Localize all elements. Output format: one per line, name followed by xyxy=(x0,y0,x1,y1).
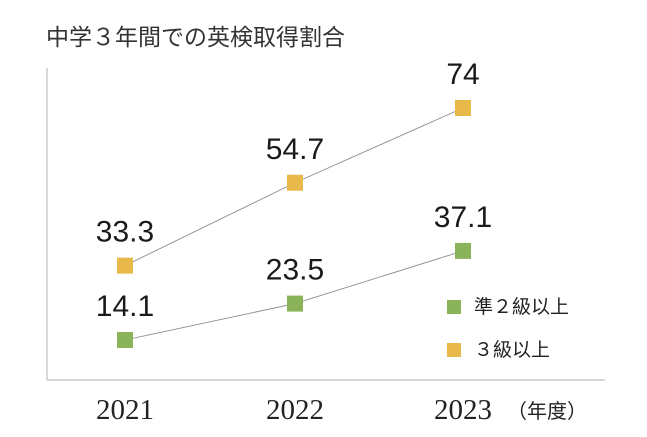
data-point-pre2-2022 xyxy=(287,295,303,312)
series-layer xyxy=(117,100,471,348)
legend: 準２級以上 ３級以上 xyxy=(447,296,569,361)
data-point-pre2-2021 xyxy=(117,332,133,348)
legend-label-grade3: ３級以上 xyxy=(474,339,550,361)
x-axis-unit: （年度） xyxy=(507,399,587,423)
data-point-grade3-2022 xyxy=(287,174,303,191)
legend-swatch-pre2 xyxy=(447,300,461,314)
data-label-grade3-2023: 74 xyxy=(446,58,479,91)
chart-title: 中学３年間での英検取得割合 xyxy=(46,25,345,51)
x-tick-layer: 2021 2022 2023 xyxy=(96,394,492,426)
data-point-grade3-2021 xyxy=(117,257,133,274)
legend-swatch-grade3 xyxy=(447,343,461,357)
data-label-pre2-2022: 23.5 xyxy=(266,254,324,287)
x-tick-label-2023: 2023 xyxy=(434,394,492,426)
data-label-grade3-2021: 33.3 xyxy=(96,216,154,249)
data-label-grade3-2022: 54.7 xyxy=(266,133,324,166)
x-tick-label-2022: 2022 xyxy=(266,394,324,426)
legend-label-pre2: 準２級以上 xyxy=(474,296,569,318)
data-label-pre2-2023: 37.1 xyxy=(434,201,492,234)
x-tick-label-2021: 2021 xyxy=(96,394,154,426)
data-label-layer: 14.1 23.5 37.1 33.3 54.7 74 xyxy=(96,58,492,323)
data-label-pre2-2021: 14.1 xyxy=(96,290,154,323)
data-point-grade3-2023 xyxy=(455,100,471,116)
data-point-pre2-2023 xyxy=(455,242,471,259)
